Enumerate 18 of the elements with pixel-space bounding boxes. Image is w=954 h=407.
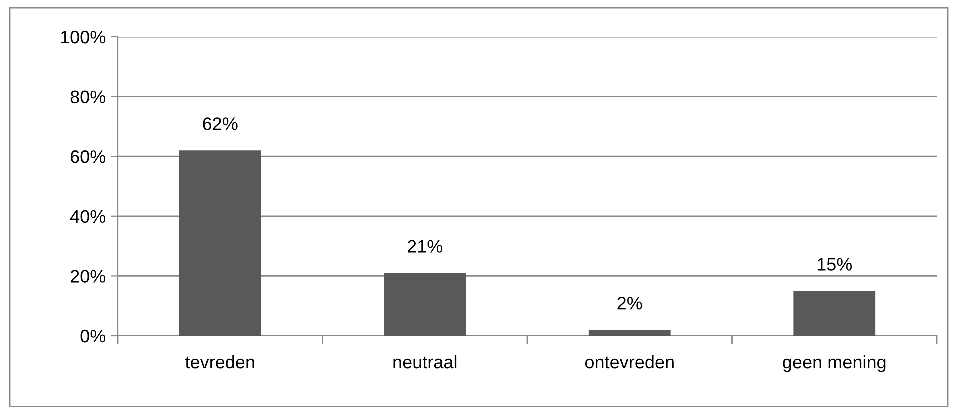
y-tick-label: 20% — [70, 270, 106, 283]
bar — [794, 291, 876, 336]
y-tick-label: 40% — [70, 210, 106, 224]
x-tick-label: neutraal — [394, 355, 457, 369]
data-label: 21% — [408, 240, 443, 253]
y-tick-label: 100% — [61, 30, 106, 44]
data-label: 62% — [203, 118, 238, 130]
data-label: 15% — [818, 258, 852, 271]
x-tick-label: tevreden — [186, 355, 254, 369]
bar — [384, 273, 466, 336]
data-label: 2% — [618, 297, 642, 310]
bar — [588, 330, 671, 336]
x-tick-label: geen mening — [783, 355, 886, 372]
x-tick-label: ontevreden — [585, 355, 674, 369]
y-tick-label: 80% — [70, 90, 106, 104]
bar — [179, 150, 262, 336]
y-tick-label: 60% — [70, 150, 106, 164]
y-tick-label: 0% — [80, 330, 106, 343]
